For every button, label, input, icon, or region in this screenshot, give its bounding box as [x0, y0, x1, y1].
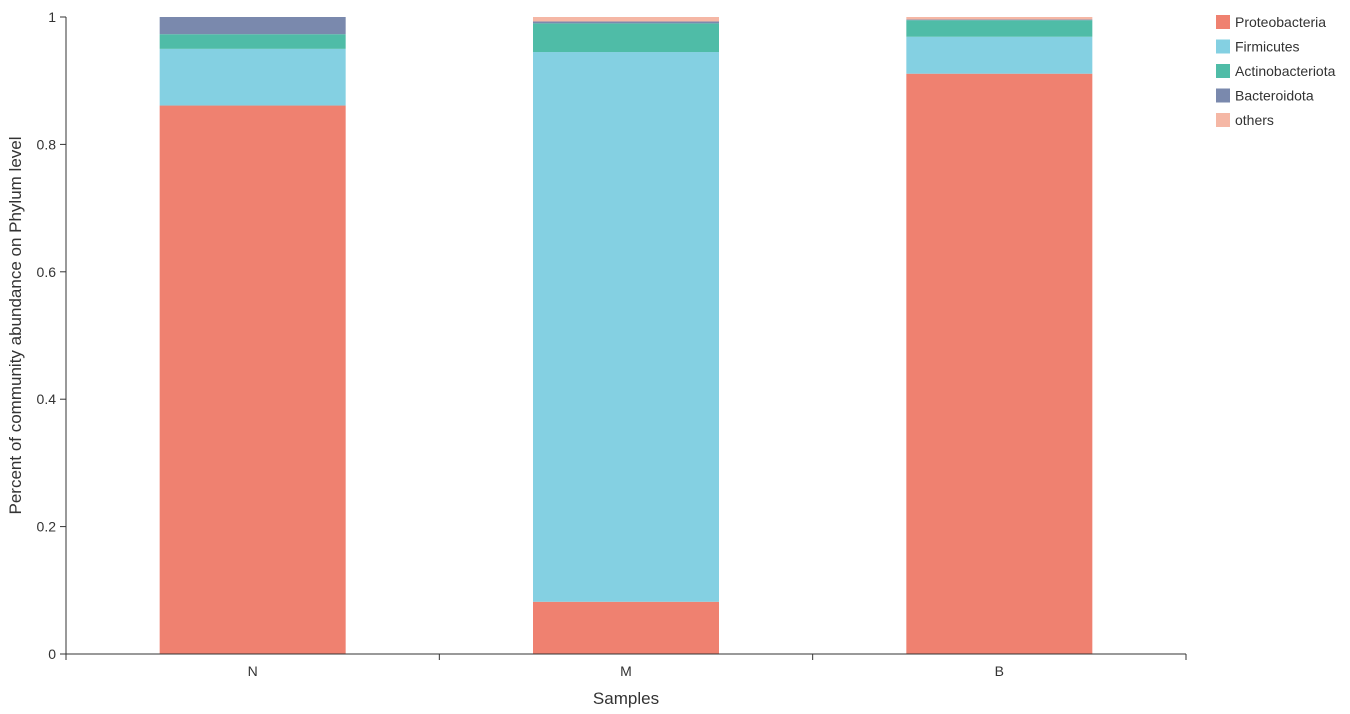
legend-label: Actinobacteriota: [1235, 63, 1336, 79]
legend-item[interactable]: Firmicutes: [1216, 39, 1300, 55]
y-tick-label: 0.8: [37, 136, 57, 152]
y-tick-label: 1: [48, 9, 56, 25]
y-axis-title: Percent of community abundance on Phylum…: [6, 137, 25, 515]
legend-swatch: [1216, 113, 1230, 127]
legend: Proteobacteria Firmicutes Actinobacteriota…: [1216, 14, 1336, 128]
x-tick-label: B: [995, 663, 1004, 679]
legend-item[interactable]: Actinobacteriota: [1216, 63, 1336, 79]
legend-swatch: [1216, 64, 1230, 78]
bar-segment-firmicutes: [159, 48, 346, 106]
bar-segment-actinobacteriota: [533, 23, 719, 53]
bar-segment-proteobacteria: [533, 601, 719, 654]
bar-segment-firmicutes: [533, 52, 719, 602]
legend-label: others: [1235, 112, 1274, 128]
x-tick-label: M: [620, 663, 632, 679]
bar-segment-proteobacteria: [906, 73, 1093, 655]
legend-swatch: [1216, 88, 1230, 103]
y-tick-label: 0.6: [37, 264, 57, 280]
x-axis-title: Samples: [593, 689, 659, 708]
legend-label: Firmicutes: [1235, 39, 1300, 55]
bar-segment-actinobacteriota: [906, 20, 1093, 37]
legend-item[interactable]: Proteobacteria: [1216, 14, 1326, 30]
x-tick-label: N: [248, 663, 258, 679]
legend-swatch: [1216, 39, 1230, 54]
y-axis: 0 0.2 0.4 0.6 0.8 1: [37, 9, 67, 662]
bar-segment-actinobacteriota: [159, 34, 346, 49]
y-tick-label: 0: [48, 646, 56, 662]
bar-segment-bacteroidota: [906, 19, 1093, 21]
bar-segment-bacteroidota: [533, 21, 719, 24]
legend-item[interactable]: Bacteroidota: [1216, 88, 1314, 104]
bar-stack-B: [906, 17, 1093, 655]
bar-segment-bacteroidota: [159, 17, 346, 35]
bar-stack-N: [159, 17, 346, 655]
legend-label: Bacteroidota: [1235, 88, 1314, 104]
bar-segment-others: [533, 17, 719, 22]
bar-segment-others: [906, 17, 1093, 20]
y-tick-label: 0.4: [37, 391, 57, 407]
bar-segment-firmicutes: [906, 36, 1093, 74]
bar-stack-M: [533, 17, 719, 654]
y-tick-label: 0.2: [37, 519, 57, 535]
legend-label: Proteobacteria: [1235, 14, 1326, 30]
legend-swatch: [1216, 15, 1230, 29]
plot-area: [159, 17, 1093, 655]
bar-segment-proteobacteria: [159, 105, 346, 655]
legend-item[interactable]: others: [1216, 112, 1274, 128]
